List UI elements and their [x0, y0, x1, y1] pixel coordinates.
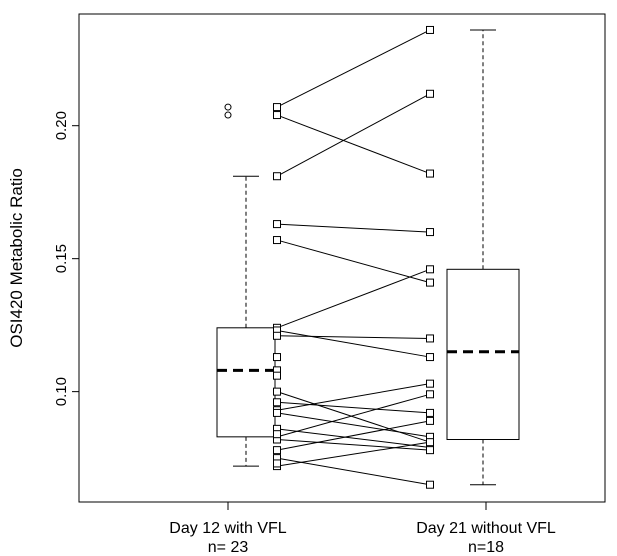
pair-line-9: [276, 391, 431, 443]
day21-point-11: [426, 379, 434, 388]
day12-point-9: [273, 387, 281, 396]
day21-point-17: [426, 480, 434, 489]
group-1-box: [216, 327, 276, 438]
group-1-outlier-1: [224, 111, 232, 119]
pair-line-13: [276, 428, 431, 448]
y-tick-label-2: 0.15: [53, 244, 70, 273]
pair-line-15: [276, 439, 431, 451]
pair-line-18: [276, 441, 431, 467]
pair-line-16: [276, 420, 431, 451]
x-tick-label-group-1-line2: n= 23: [208, 539, 249, 556]
plot-frame: [78, 13, 606, 503]
day21-point-7: [426, 353, 434, 362]
y-axis-label: OSI420 Metabolic Ratio: [7, 168, 26, 348]
pair-line-3: [276, 93, 431, 177]
day21-point-14: [426, 390, 434, 399]
day12-unpaired-point-1: [273, 353, 281, 362]
pair-line-4: [276, 223, 431, 233]
day21-point-8: [426, 334, 434, 343]
day21-point-16: [426, 416, 434, 425]
day21-point-18: [426, 438, 434, 447]
day12-point-1: [273, 103, 281, 112]
day21-point-6: [426, 265, 434, 274]
pair-line-12: [276, 412, 431, 438]
day12-unpaired-point-3: [273, 371, 281, 380]
pair-line-11: [276, 383, 431, 411]
x-tick-label-group-2-line2: n=18: [468, 539, 504, 556]
day21-point-10: [426, 408, 434, 417]
pair-line-2: [276, 114, 431, 175]
day12-point-12: [273, 408, 281, 417]
day12-point-5: [273, 236, 281, 245]
day12-point-8: [273, 331, 281, 340]
day12-point-16: [273, 446, 281, 455]
pair-line-14: [276, 393, 431, 438]
x-tick-label-group-2-line1: Day 21 without VFL: [416, 520, 556, 537]
y-tick-label-1: 0.10: [53, 377, 70, 406]
day12-point-3: [273, 172, 281, 181]
day12-point-10: [273, 398, 281, 407]
group-1-outlier-2: [224, 103, 232, 111]
axis-layer: 0.10 0.15 0.20: [53, 111, 487, 510]
day21-point-15: [426, 446, 434, 455]
pair-line-1: [276, 29, 431, 108]
pair-line-6: [276, 268, 431, 329]
group-2-box: [446, 268, 520, 441]
day21-point-5: [426, 278, 434, 287]
pair-line-8: [276, 335, 431, 339]
day12-unpaired-point-5: [273, 459, 281, 468]
day21-point-4: [426, 228, 434, 237]
x-tick-label-group-1-line1: Day 12 with VFL: [169, 520, 286, 537]
day21-point-1: [426, 25, 434, 34]
y-tick-label-3: 0.20: [53, 111, 70, 140]
pair-line-5: [276, 239, 431, 284]
day21-point-2: [426, 169, 434, 178]
pair-line-7: [276, 329, 431, 358]
day21-point-3: [426, 89, 434, 98]
day12-point-2: [273, 111, 281, 120]
day12-point-4: [273, 220, 281, 229]
data-layer: [216, 25, 520, 489]
pair-line-10: [276, 401, 431, 414]
day12-unpaired-point-4: [273, 430, 281, 439]
